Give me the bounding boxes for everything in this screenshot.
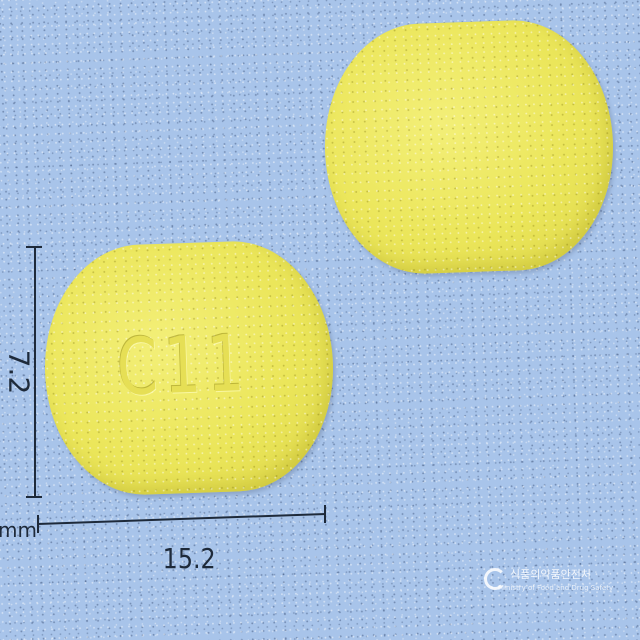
- height-dimension-tick-bottom: [26, 496, 42, 498]
- mfds-watermark: 식품의약품안전처 Ministry of Food and Drug Safet…: [484, 566, 624, 606]
- height-dimension-tick-top: [26, 246, 42, 248]
- watermark-korean-text: 식품의약품안전처: [510, 566, 591, 582]
- width-dimension-tick-left: [37, 515, 39, 533]
- watermark-english-text: Ministry of Food and Drug Safety: [498, 584, 613, 592]
- width-value-label: 15.2: [163, 545, 216, 573]
- tablet-front-side: C11: [41, 238, 338, 498]
- tablet-imprint: C11: [115, 319, 251, 414]
- unit-label: mm: [0, 520, 37, 540]
- height-value-label: 7.2: [4, 350, 32, 395]
- width-dimension-tick-right: [324, 505, 326, 523]
- tablet-back-side: [321, 17, 618, 277]
